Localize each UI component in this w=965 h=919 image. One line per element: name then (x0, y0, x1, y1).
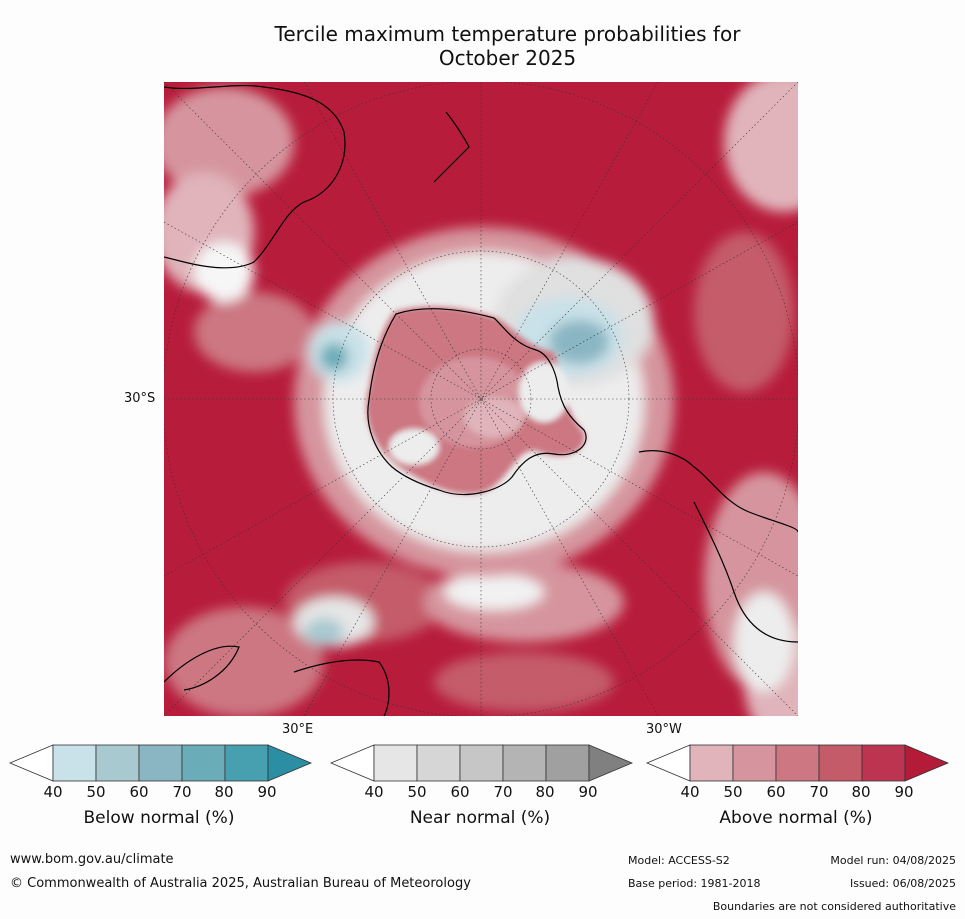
colorbar-segment (416, 744, 461, 782)
antarctica-field (366, 306, 585, 494)
tick-label: 80 (535, 783, 555, 801)
colorbar-segment (861, 744, 906, 782)
tick-label: 70 (809, 783, 829, 801)
colorbar-below-normal (8, 744, 313, 782)
colorbar-segment (95, 744, 140, 782)
tick-label: 90 (257, 783, 277, 801)
colorbar-segment (373, 744, 418, 782)
colorbar-extend-low (645, 744, 691, 782)
graticule (164, 82, 798, 716)
tick-label: 90 (578, 783, 598, 801)
website-link[interactable]: www.bom.gov.au/climate (10, 852, 174, 867)
longitude-label-west: 30°W (646, 722, 682, 737)
new-zealand-coastline (433, 111, 470, 183)
colorbar-segment (502, 744, 547, 782)
model-run-date: Model run: 04/08/2025 (830, 854, 956, 867)
antarctica-coastline (367, 308, 587, 496)
tick-label: 90 (894, 783, 914, 801)
colorbar-segment (181, 744, 226, 782)
colorbar-segment (689, 744, 734, 782)
colorbar-extend-low (329, 744, 375, 782)
tick-label: 40 (364, 783, 384, 801)
polar-map (164, 82, 798, 716)
coastlines (164, 84, 798, 716)
tick-label: 70 (172, 783, 192, 801)
map-canvas (164, 82, 798, 716)
model-name: Model: ACCESS-S2 (628, 854, 730, 867)
colorbar-near-normal-ticks: 40 50 60 70 80 90 (330, 783, 630, 801)
colorbar-above-normal (645, 744, 950, 782)
colorbar-segment (459, 744, 504, 782)
base-period: Base period: 1981-2018 (628, 877, 761, 890)
tick-label: 50 (86, 783, 106, 801)
south-america-coastline-2 (693, 501, 798, 643)
title-line-2: October 2025 (438, 46, 577, 70)
tick-label: 70 (493, 783, 513, 801)
tick-label: 40 (43, 783, 63, 801)
copyright-text: © Commonwealth of Australia 2025, Austra… (10, 876, 471, 891)
longitude-label-east: 30°E (282, 722, 314, 737)
madagascar-coastline (164, 645, 240, 691)
colorbar-near-normal-graphic (329, 744, 634, 782)
colorbar-segment (732, 744, 777, 782)
latitude-label: 30°S (124, 391, 156, 406)
colorbar-extend-high (588, 744, 634, 782)
chart-title: Tercile maximum temperature probabilitie… (160, 22, 855, 70)
australia-coastline (164, 84, 346, 269)
colorbar-extend-high (904, 744, 950, 782)
colorbar-segment (224, 744, 269, 782)
africa-coastline (293, 659, 390, 716)
colorbar-extend-low (8, 744, 54, 782)
tick-label: 40 (680, 783, 700, 801)
colorbar-near-normal-label: Near normal (%) (409, 808, 551, 828)
colorbar-segment (52, 744, 97, 782)
colorbar-segment (818, 744, 863, 782)
tick-label: 50 (723, 783, 743, 801)
colorbar-segment (138, 744, 183, 782)
south-america-coastline (638, 450, 798, 533)
colorbar-segment (545, 744, 590, 782)
tick-label: 50 (407, 783, 427, 801)
title-line-1: Tercile maximum temperature probabilitie… (274, 22, 741, 46)
tick-label: 60 (450, 783, 470, 801)
tick-label: 60 (129, 783, 149, 801)
tick-label: 80 (214, 783, 234, 801)
colorbar-below-normal-label: Below normal (%) (83, 808, 235, 828)
tick-label: 60 (766, 783, 786, 801)
colorbar-below-normal-graphic (8, 744, 313, 782)
colorbar-near-normal (329, 744, 634, 782)
tick-label: 80 (851, 783, 871, 801)
issued-date: Issued: 06/08/2025 (849, 877, 956, 890)
colorbar-above-normal-label: Above normal (%) (719, 808, 873, 828)
colorbar-above-normal-graphic (645, 744, 950, 782)
colorbar-above-normal-ticks: 40 50 60 70 80 90 (646, 783, 946, 801)
colorbar-segment (775, 744, 820, 782)
colorbar-extend-high (267, 744, 313, 782)
boundaries-disclaimer: Boundaries are not considered authoritat… (712, 900, 956, 913)
colorbar-below-normal-ticks: 40 50 60 70 80 90 (9, 783, 309, 801)
